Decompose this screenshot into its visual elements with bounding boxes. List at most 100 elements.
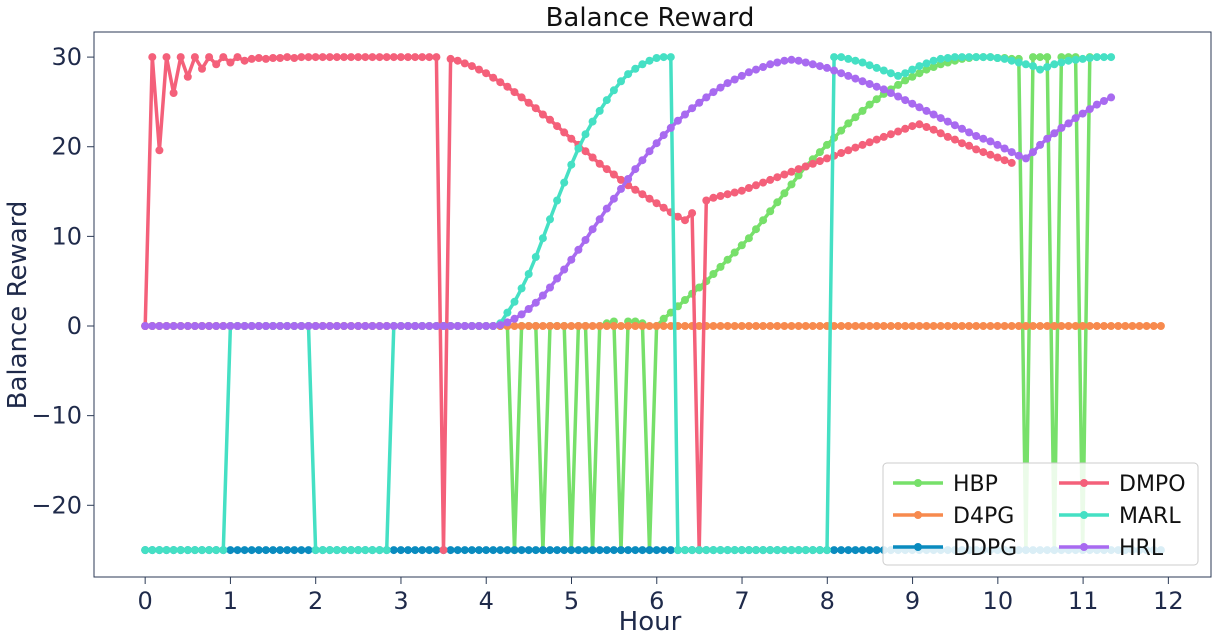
data-point-ddpg: [851, 546, 860, 555]
data-point-hrl: [553, 274, 562, 283]
data-point-dmpo: [1007, 158, 1016, 167]
data-point-hbp: [1043, 53, 1052, 62]
data-point-hrl: [375, 322, 384, 330]
data-point-dmpo: [254, 54, 263, 62]
x-tick-label: 11: [1068, 587, 1099, 615]
data-point-marl: [141, 546, 150, 555]
series-line-hrl: [145, 58, 1112, 328]
data-point-hrl: [617, 184, 625, 193]
data-point-marl: [645, 56, 654, 65]
data-point-marl: [844, 54, 853, 63]
data-point-marl: [1085, 54, 1094, 62]
data-point-d4pg: [737, 322, 746, 330]
data-point-hbp: [695, 283, 704, 292]
data-point-d4pg: [1014, 322, 1023, 330]
data-point-hrl: [524, 305, 533, 313]
data-point-hrl: [986, 137, 995, 146]
data-point-dmpo: [212, 60, 221, 69]
data-point-marl: [1057, 58, 1066, 67]
data-point-marl: [752, 546, 760, 555]
data-point-d4pg: [901, 322, 910, 330]
data-point-d4pg: [1142, 322, 1151, 330]
data-point-d4pg: [780, 322, 789, 330]
legend-label-hbp: HBP: [953, 472, 998, 497]
data-point-d4pg: [815, 322, 824, 330]
data-point-marl: [311, 546, 320, 555]
data-point-ddpg: [517, 546, 526, 555]
data-point-d4pg: [1092, 322, 1101, 330]
data-point-hrl: [368, 322, 377, 330]
data-point-ddpg: [453, 546, 462, 555]
x-tick-label: 0: [138, 587, 153, 615]
data-point-marl: [595, 106, 604, 115]
data-point-ddpg: [837, 546, 846, 555]
data-point-marl: [219, 546, 228, 555]
data-point-dmpo: [318, 53, 327, 62]
data-point-marl: [183, 546, 192, 555]
data-point-hrl: [276, 322, 285, 330]
data-point-d4pg: [695, 322, 704, 330]
data-point-ddpg: [617, 546, 625, 555]
data-point-dmpo: [176, 53, 185, 62]
data-point-dmpo: [823, 154, 831, 163]
data-point-hrl: [297, 322, 306, 330]
data-point-hrl: [936, 114, 945, 123]
data-point-dmpo: [332, 53, 341, 62]
data-point-d4pg: [1149, 322, 1158, 330]
data-point-dmpo: [162, 53, 171, 62]
data-point-hbp: [787, 180, 796, 189]
data-point-marl: [602, 96, 611, 105]
data-point-marl: [553, 196, 562, 205]
data-point-ddpg: [396, 546, 405, 555]
data-point-d4pg: [922, 322, 931, 330]
data-point-ddpg: [240, 546, 249, 555]
data-point-hrl: [609, 194, 618, 203]
data-point-marl: [965, 53, 974, 62]
data-point-ddpg: [858, 546, 867, 555]
data-point-hrl: [780, 56, 789, 65]
data-point-dmpo: [531, 104, 540, 113]
data-point-hbp: [681, 296, 689, 304]
data-point-d4pg: [1100, 322, 1108, 330]
data-point-marl: [659, 53, 668, 62]
data-point-hrl: [311, 322, 320, 330]
data-point-ddpg: [247, 546, 256, 555]
data-point-hrl: [631, 165, 640, 174]
data-point-dmpo: [787, 167, 796, 176]
data-point-hrl: [808, 60, 817, 69]
data-point-dmpo: [361, 53, 370, 62]
data-point-d4pg: [553, 322, 562, 330]
data-point-d4pg: [773, 322, 782, 330]
data-point-ddpg: [588, 546, 597, 555]
data-point-hrl: [730, 75, 739, 84]
data-point-d4pg: [1057, 322, 1066, 330]
data-point-dmpo: [148, 53, 157, 62]
data-point-marl: [986, 53, 995, 62]
series-line-dmpo: [143, 55, 1013, 552]
data-point-d4pg: [510, 322, 519, 330]
data-point-hrl: [993, 140, 1002, 149]
data-point-d4pg: [723, 322, 732, 330]
data-point-hrl: [546, 283, 554, 292]
data-point-dmpo: [261, 54, 270, 63]
data-point-hrl: [958, 124, 966, 133]
data-point-dmpo: [780, 170, 789, 179]
data-point-marl: [588, 117, 597, 126]
data-point-dmpo: [652, 199, 661, 208]
data-point-dmpo: [744, 184, 753, 192]
data-point-hbp: [894, 80, 903, 89]
data-point-hrl: [503, 318, 512, 327]
data-point-marl: [865, 61, 874, 70]
data-point-marl: [1014, 58, 1023, 67]
data-point-marl: [673, 546, 682, 555]
data-point-ddpg: [844, 546, 853, 555]
data-point-d4pg: [808, 322, 817, 330]
data-point-hrl: [332, 322, 341, 330]
data-point-marl: [162, 546, 171, 555]
data-point-ddpg: [446, 546, 455, 555]
data-point-dmpo: [709, 193, 718, 202]
data-point-dmpo: [240, 56, 249, 65]
data-point-dmpo: [283, 53, 292, 62]
data-point-ddpg: [482, 546, 491, 555]
data-point-ddpg: [865, 546, 874, 555]
